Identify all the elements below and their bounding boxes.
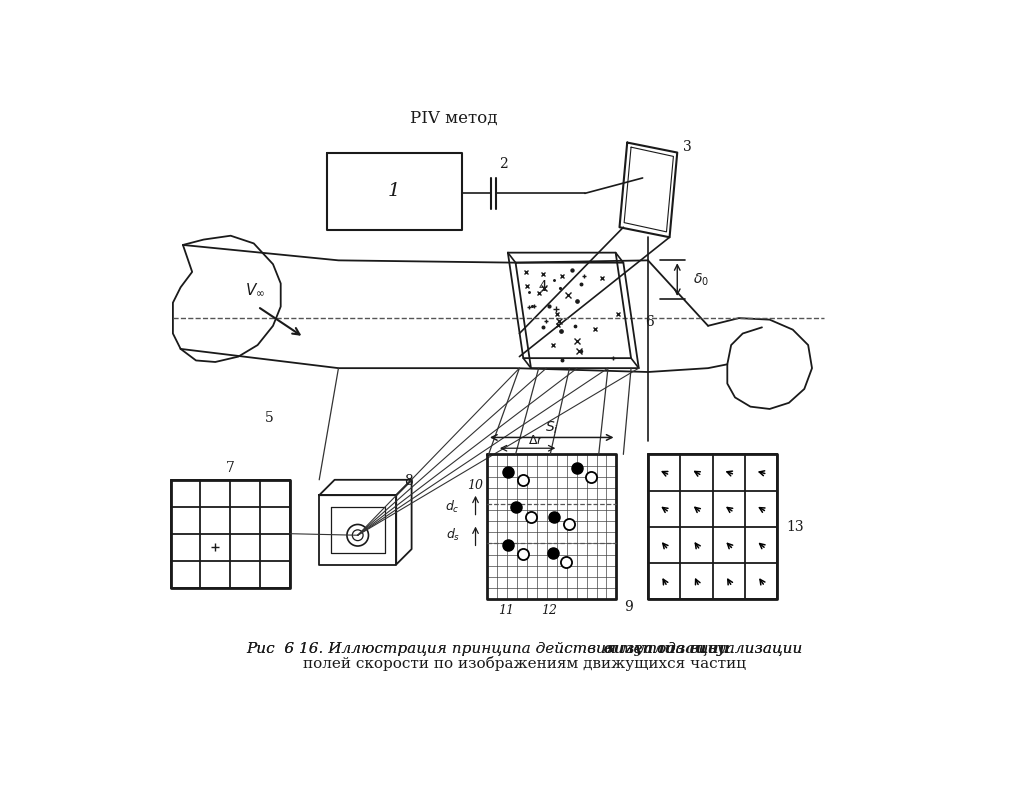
Text: Рис  6 16. Иллюстрация принципа действия метода визуализации: Рис 6 16. Иллюстрация принципа действия … xyxy=(247,642,803,656)
Text: 2: 2 xyxy=(499,157,507,171)
Text: $S_i$: $S_i$ xyxy=(545,420,558,436)
Text: 3: 3 xyxy=(683,140,692,154)
Text: $d_s$: $d_s$ xyxy=(445,527,460,544)
Text: $V_{\infty}$: $V_{\infty}$ xyxy=(245,282,264,299)
Text: Рис  6 16. Иллюстрация принципа действия метода: Рис 6 16. Иллюстрация принципа действия … xyxy=(305,642,744,656)
Text: Рис  6 16. Иллюстрация принципа действия метода визуализации: Рис 6 16. Иллюстрация принципа действия … xyxy=(247,642,803,656)
Text: 12: 12 xyxy=(541,604,557,617)
Text: 5: 5 xyxy=(265,412,274,425)
Text: 8: 8 xyxy=(403,474,413,488)
Text: 4: 4 xyxy=(539,280,548,295)
Text: полей скорости по изображениям движущихся частиц: полей скорости по изображениям движущихс… xyxy=(303,656,746,671)
Text: 13: 13 xyxy=(786,520,804,534)
Text: 7: 7 xyxy=(226,461,234,476)
Text: 6: 6 xyxy=(645,315,653,329)
Text: PIV метод: PIV метод xyxy=(411,109,498,126)
Text: 10: 10 xyxy=(467,479,483,491)
Text: визуализации: визуализации xyxy=(319,642,730,656)
Text: 11: 11 xyxy=(499,604,514,617)
Text: $\delta_0$: $\delta_0$ xyxy=(692,272,709,288)
Text: $d_c$: $d_c$ xyxy=(445,498,460,515)
Text: $\Delta r$: $\Delta r$ xyxy=(528,434,545,447)
Text: 9: 9 xyxy=(625,600,633,614)
Text: 1: 1 xyxy=(388,182,400,200)
